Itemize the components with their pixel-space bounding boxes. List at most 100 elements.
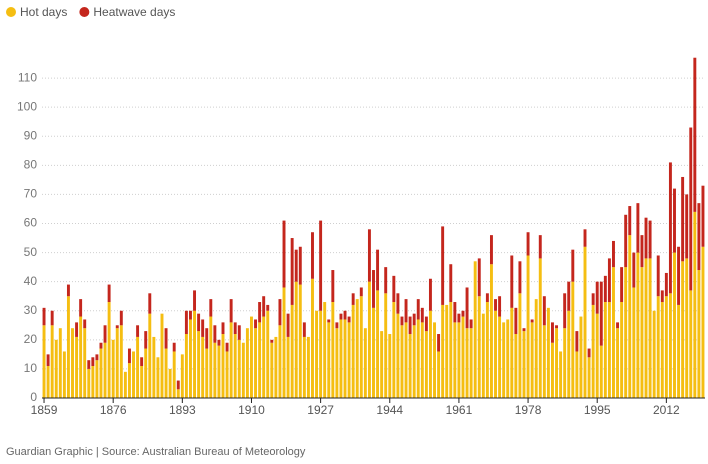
bar-segment [87,360,91,369]
bar-segment [502,322,506,398]
bar-segment [652,310,656,398]
bar-segment [546,307,550,398]
bar-segment [286,313,290,337]
bar-segment [103,342,107,398]
bar-segment [514,307,518,335]
bar-segment [420,322,424,398]
bar-segment [408,334,412,398]
bar-segment [489,264,493,398]
bar-segment [673,188,676,253]
bar-segment [449,264,453,303]
bar-segment [217,345,221,398]
bar-segment [75,336,79,398]
bar-segment [567,281,571,311]
bar-segment [221,334,225,398]
bar-segment [302,336,306,398]
x-tick-label: 1910 [238,403,265,417]
bar-segment [233,322,237,335]
bar-segment [400,325,404,398]
bar-segment [306,336,310,398]
bar-segment [315,310,319,398]
bar-segment [184,334,188,398]
bar-segment [681,261,685,398]
legend-swatch [79,7,90,17]
bar-segment [188,319,192,398]
bar-segment [701,246,705,398]
bar-segment [148,313,152,398]
bar-segment [152,336,156,398]
bar-segment [595,313,599,398]
bar-segment [83,319,87,329]
bar-segment [282,220,286,288]
bar-segment [636,252,640,398]
bar-segment [567,310,571,398]
bar-segment [624,267,628,398]
bar-segment [603,275,607,303]
y-tick-label: 60 [24,216,38,230]
bar-segment [522,328,526,332]
bar-segment [254,319,258,329]
bar-segment [119,325,123,398]
bar-segment [620,302,624,398]
bar-segment [258,302,262,323]
bar-segment [449,302,453,398]
bar-segment [266,310,270,398]
bar-segment [115,328,119,398]
bar-segment [327,322,331,398]
bar-segment [697,203,701,271]
bar-segment [420,307,424,323]
legend-label: Hot days [20,5,67,19]
bar-segment [50,310,54,326]
bar-segment [400,316,404,326]
bar-segment [339,313,343,320]
bar-segment [656,255,660,297]
bar-segment [201,319,205,337]
bar-segment [538,258,542,398]
bar-segment [54,339,58,398]
bar-segment [42,325,46,398]
bar-segment [693,211,697,398]
bar-segment [624,214,628,268]
bar-segment [412,313,416,326]
bar-segment [404,322,408,398]
bar-segment [697,270,701,398]
bar-segment [555,325,559,329]
bar-segment [115,325,119,329]
bar-segment [396,293,400,314]
bar-segment [473,261,477,398]
bar-segment [62,351,66,398]
legend-swatch [6,7,16,17]
bar-segment [331,270,335,303]
bar-segment [689,290,693,398]
bar-segment [563,328,567,398]
bar-segment [79,299,83,317]
bar-segment [132,351,135,398]
bar-segment [233,334,237,398]
bar-segment [278,325,282,398]
bar-segment [188,310,192,320]
bar-segment [530,322,534,398]
bar-segment [575,331,579,352]
bar-segment [640,267,644,398]
bar-segment [433,322,436,398]
bar-segment [428,310,432,398]
bar-segment [424,316,428,332]
x-tick-label: 1978 [515,403,542,417]
bar-segment [262,296,266,317]
bar-segment [607,302,611,398]
bar-segment [384,267,388,294]
bar-segment [83,328,87,398]
x-tick-label: 1893 [169,403,196,417]
bar-segment [644,217,648,259]
bar-segment [209,316,213,398]
bar-segment [518,293,522,398]
bar-segment [225,342,229,352]
bar-segment [514,334,518,398]
bar-segment [95,360,99,398]
bar-segment [416,319,420,398]
bar-segment [575,351,579,398]
bar-segment [603,302,607,398]
bar-segment [58,328,62,398]
bar-segment [217,339,221,346]
bar-segment [46,354,50,367]
